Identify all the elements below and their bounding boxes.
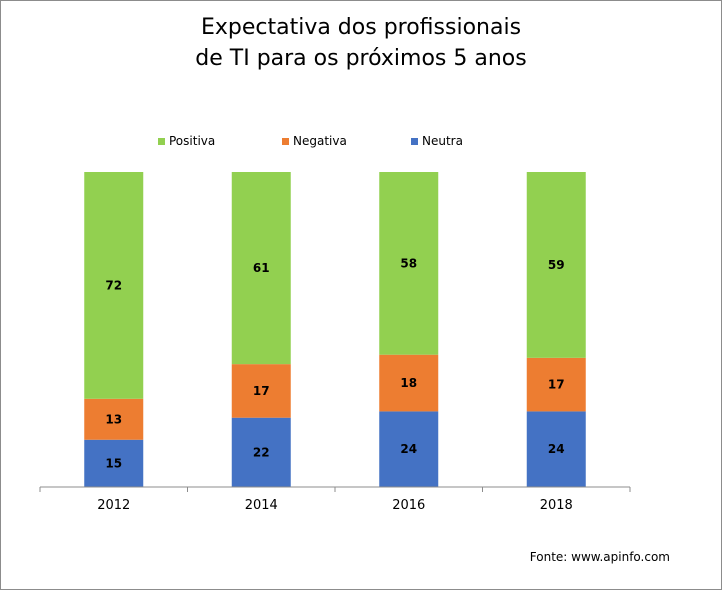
x-tick-label-2018: 2018 — [540, 498, 573, 513]
source-note: Fonte: www.apinfo.com — [529, 550, 670, 564]
data-label-negativa-2016: 18 — [400, 376, 417, 390]
data-label-neutra-2016: 24 — [400, 442, 417, 456]
bar-neutra-2014 — [231, 417, 291, 487]
legend-label-negativa: Negativa — [293, 134, 347, 148]
data-label-neutra-2014: 22 — [253, 445, 270, 459]
data-label-neutra-2012: 15 — [105, 456, 122, 470]
legend-swatch-negativa — [282, 137, 289, 145]
data-label-negativa-2018: 17 — [548, 378, 565, 392]
data-label-negativa-2012: 13 — [105, 412, 122, 426]
data-label-neutra-2018: 24 — [548, 442, 565, 456]
legend-item-positiva: Positiva — [158, 134, 215, 148]
bar-positiva-2012 — [84, 172, 144, 399]
legend-swatch-positiva — [158, 137, 165, 145]
chart-title-line-1: Expectativa dos profissionais — [200, 15, 522, 40]
data-label-positiva-2014: 61 — [253, 261, 270, 275]
legend-item-neutra: Neutra — [411, 134, 463, 148]
x-tick-label-2012: 2012 — [97, 498, 130, 513]
chart-legend: Positiva Negativa Neutra — [0, 134, 722, 152]
bar-neutra-2012 — [84, 439, 144, 487]
bar-neutra-2018 — [526, 411, 586, 487]
bar-positiva-2014 — [231, 172, 291, 365]
bar-negativa-2012 — [84, 398, 144, 440]
bar-negativa-2018 — [526, 357, 586, 412]
x-tick-label-2014: 2014 — [245, 498, 278, 513]
chart-title: Expectativa dos profissionais de TI para… — [0, 12, 722, 74]
legend-label-neutra: Neutra — [422, 134, 463, 148]
data-label-positiva-2016: 58 — [400, 256, 417, 270]
data-label-positiva-2018: 59 — [548, 258, 565, 272]
data-label-positiva-2012: 72 — [105, 278, 122, 292]
chart-title-line-2: de TI para os próximos 5 anos — [195, 46, 527, 71]
legend-swatch-neutra — [411, 137, 418, 145]
data-label-negativa-2014: 17 — [253, 384, 270, 398]
legend-label-positiva: Positiva — [169, 134, 216, 148]
bar-positiva-2016 — [379, 172, 439, 355]
legend-item-negativa: Negativa — [282, 134, 347, 148]
bar-negativa-2016 — [379, 354, 439, 412]
bar-negativa-2014 — [231, 364, 291, 418]
bar-neutra-2016 — [379, 411, 439, 487]
x-tick-label-2016: 2016 — [392, 498, 425, 513]
bar-positiva-2018 — [526, 172, 586, 358]
